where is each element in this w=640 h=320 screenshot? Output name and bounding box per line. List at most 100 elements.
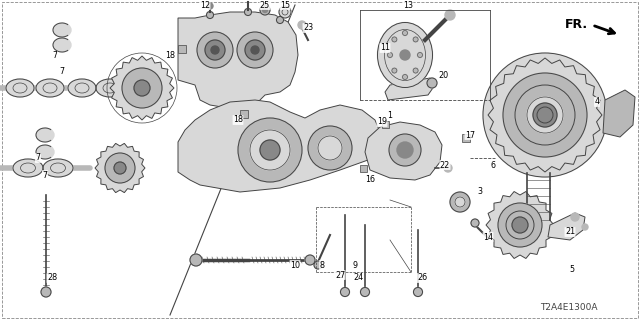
Text: 10: 10 <box>290 260 300 269</box>
Polygon shape <box>548 213 585 240</box>
Text: 9: 9 <box>353 260 358 269</box>
Circle shape <box>389 134 421 166</box>
Circle shape <box>506 211 534 239</box>
Circle shape <box>514 219 526 231</box>
Circle shape <box>397 142 413 158</box>
Circle shape <box>114 162 126 174</box>
Text: 11: 11 <box>380 44 390 52</box>
Ellipse shape <box>13 159 43 177</box>
Text: 7: 7 <box>60 68 65 76</box>
Circle shape <box>305 255 315 265</box>
Circle shape <box>260 140 280 160</box>
Circle shape <box>279 6 291 18</box>
Circle shape <box>314 261 322 269</box>
Text: 15: 15 <box>280 1 290 10</box>
Circle shape <box>498 203 542 247</box>
Circle shape <box>413 37 418 42</box>
Ellipse shape <box>378 22 433 87</box>
Circle shape <box>392 68 397 73</box>
Circle shape <box>483 53 607 177</box>
Text: 7: 7 <box>35 154 40 163</box>
Ellipse shape <box>36 128 54 142</box>
Text: 22: 22 <box>440 161 450 170</box>
Polygon shape <box>488 58 602 172</box>
Circle shape <box>237 32 273 68</box>
Text: T2A4E1300A: T2A4E1300A <box>541 303 598 312</box>
Text: 8: 8 <box>319 260 324 269</box>
Circle shape <box>276 17 284 23</box>
Text: 17: 17 <box>465 131 475 140</box>
Text: 28: 28 <box>47 274 57 283</box>
Polygon shape <box>385 78 435 100</box>
Circle shape <box>251 46 259 54</box>
Circle shape <box>403 30 408 36</box>
Text: 18: 18 <box>165 51 175 60</box>
Text: 12: 12 <box>200 1 210 10</box>
Ellipse shape <box>6 79 34 97</box>
FancyBboxPatch shape <box>178 45 186 53</box>
Circle shape <box>360 287 369 297</box>
Text: 19: 19 <box>377 117 387 126</box>
Circle shape <box>444 164 452 172</box>
Text: 13: 13 <box>403 1 413 10</box>
Circle shape <box>250 130 290 170</box>
Text: 1: 1 <box>387 110 392 119</box>
Circle shape <box>197 32 233 68</box>
Text: 20: 20 <box>438 70 448 79</box>
Circle shape <box>571 213 579 221</box>
Text: 26: 26 <box>417 274 427 283</box>
Circle shape <box>455 197 465 207</box>
Circle shape <box>41 287 51 297</box>
Circle shape <box>515 85 575 145</box>
Text: 16: 16 <box>365 175 375 185</box>
Polygon shape <box>110 56 174 120</box>
Circle shape <box>413 287 422 297</box>
Polygon shape <box>603 90 635 137</box>
Circle shape <box>260 5 270 15</box>
Circle shape <box>445 10 455 20</box>
Polygon shape <box>486 191 554 259</box>
Circle shape <box>400 50 410 60</box>
Ellipse shape <box>68 79 96 97</box>
Circle shape <box>417 52 422 58</box>
Text: FR.: FR. <box>565 19 588 31</box>
Polygon shape <box>178 12 298 110</box>
Text: 23: 23 <box>303 23 313 33</box>
Polygon shape <box>365 122 442 180</box>
Circle shape <box>134 80 150 96</box>
Text: 25: 25 <box>260 1 270 10</box>
Circle shape <box>122 68 162 108</box>
Circle shape <box>340 287 349 297</box>
Ellipse shape <box>53 38 71 52</box>
Text: 4: 4 <box>595 98 600 107</box>
Text: 24: 24 <box>353 274 363 283</box>
Circle shape <box>413 68 418 73</box>
Circle shape <box>392 37 397 42</box>
Ellipse shape <box>96 79 124 97</box>
Circle shape <box>105 153 135 183</box>
Polygon shape <box>95 143 145 193</box>
Ellipse shape <box>36 145 54 159</box>
Circle shape <box>262 7 268 12</box>
Text: 7: 7 <box>52 52 58 60</box>
Circle shape <box>537 107 553 123</box>
FancyBboxPatch shape <box>462 134 470 142</box>
FancyBboxPatch shape <box>360 165 367 172</box>
Circle shape <box>308 126 352 170</box>
Circle shape <box>527 97 563 133</box>
Circle shape <box>207 12 214 19</box>
Text: 6: 6 <box>490 161 495 170</box>
Text: 21: 21 <box>565 228 575 236</box>
Circle shape <box>205 40 225 60</box>
Circle shape <box>582 224 588 230</box>
Circle shape <box>245 40 265 60</box>
Circle shape <box>318 136 342 160</box>
Circle shape <box>471 219 479 227</box>
Text: 7: 7 <box>42 171 47 180</box>
Text: 3: 3 <box>477 188 483 196</box>
Circle shape <box>387 52 392 58</box>
Circle shape <box>503 73 587 157</box>
FancyBboxPatch shape <box>240 110 248 118</box>
Circle shape <box>244 9 252 15</box>
Text: 27: 27 <box>335 270 345 279</box>
